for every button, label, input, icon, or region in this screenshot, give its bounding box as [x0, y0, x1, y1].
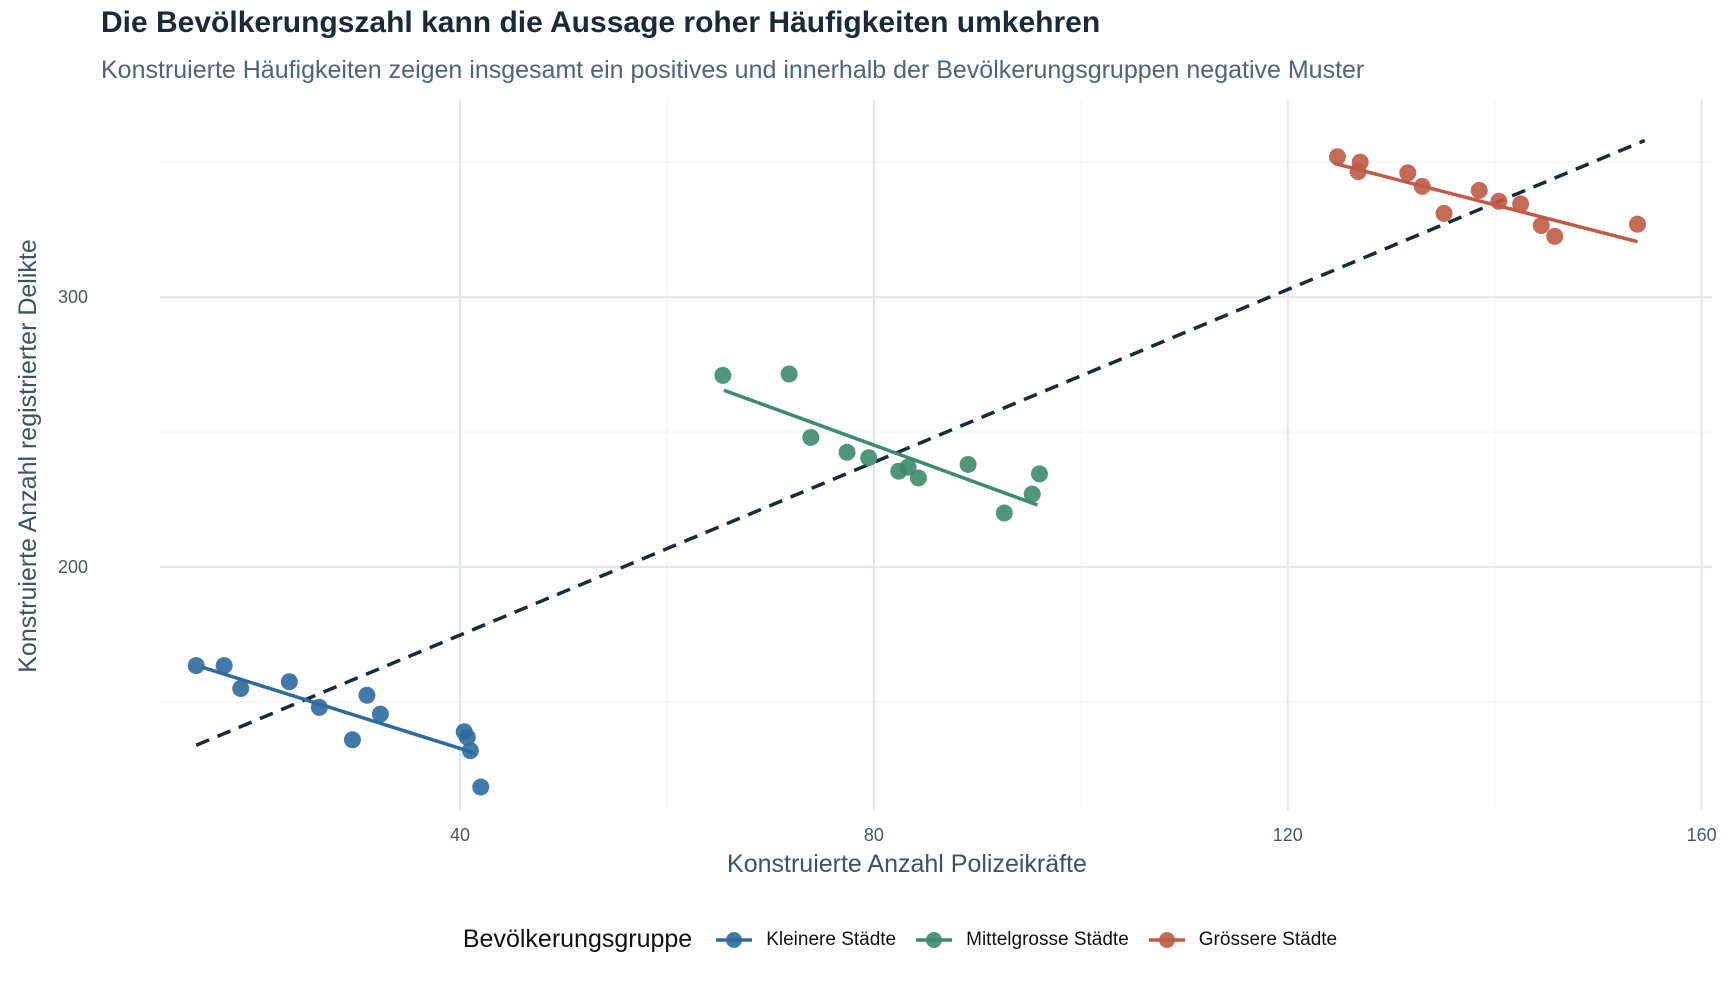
data-point	[343, 731, 361, 749]
legend-key-point	[1158, 931, 1175, 948]
data-point	[1023, 485, 1041, 503]
data-point	[1351, 153, 1369, 171]
data-point	[995, 504, 1013, 522]
data-point	[1546, 227, 1564, 245]
data-point	[472, 778, 490, 796]
x-tick-label: 160	[1687, 825, 1717, 845]
legend-title: Bevölkerungsgruppe	[462, 925, 693, 953]
data-point	[838, 443, 856, 461]
data-point	[232, 680, 250, 698]
legend-item-groessere-staedte: Grössere Städte	[1147, 928, 1337, 952]
series-0	[187, 657, 490, 796]
grid-lines	[160, 100, 1712, 810]
data-point	[1030, 465, 1048, 483]
legend-item-kleinere-staedte: Kleinere Städte	[714, 928, 896, 952]
data-point	[1435, 204, 1453, 222]
group-trend-line	[1333, 161, 1638, 244]
data-point	[1328, 148, 1346, 166]
series-1	[714, 365, 1048, 522]
legend-label: Kleinere Städte	[766, 928, 897, 950]
legend-key-kleinere-staedte	[716, 931, 753, 948]
legend: Bevölkerungsgruppe Kleinere Städte Mitte…	[0, 925, 1728, 954]
series-2	[1328, 148, 1647, 245]
y-tick-label: 200	[58, 557, 88, 577]
data-point	[458, 728, 476, 746]
legend-key-groessere-staedte	[1148, 931, 1185, 948]
data-point	[1629, 215, 1647, 233]
data-point	[215, 657, 233, 675]
data-point	[1532, 217, 1550, 235]
group-trend-line	[723, 388, 1038, 507]
group-trend-line	[200, 665, 477, 755]
tick-labels: 40 80 120 160 200 300	[58, 287, 1717, 845]
data-point	[780, 365, 798, 383]
data-point	[187, 657, 205, 675]
data-point	[1512, 195, 1530, 213]
data-point	[1470, 181, 1488, 199]
data-point	[358, 686, 376, 704]
legend-key-mittelgrosse-staedte	[916, 931, 953, 948]
data-point	[1399, 164, 1417, 182]
legend-key-point	[726, 931, 743, 948]
series-layer	[187, 148, 1647, 796]
legend-label: Mittelgrosse Städte	[966, 928, 1129, 950]
y-tick-label: 300	[58, 287, 88, 307]
y-axis-title: Konstruierte Anzahl registrierter Delikt…	[14, 239, 42, 673]
legend-key-point	[926, 931, 943, 948]
x-tick-label: 120	[1273, 825, 1303, 845]
chart-subtitle: Konstruierte Häufigkeiten zeigen insgesa…	[101, 56, 1365, 84]
data-point	[909, 469, 927, 487]
data-point	[280, 673, 298, 691]
x-tick-label: 80	[864, 825, 884, 845]
data-point	[802, 428, 820, 446]
data-point	[899, 458, 917, 476]
legend-label: Grössere Städte	[1198, 928, 1338, 950]
x-axis-title: Konstruierte Anzahl Polizeikräfte	[727, 850, 1087, 878]
overall-trend-layer	[195, 138, 1646, 747]
scatter-plot: 40 80 120 160 200 300 Konstruierte Anzahl Pol…	[14, 100, 1717, 878]
data-point	[959, 455, 977, 473]
x-tick-label: 40	[450, 825, 470, 845]
legend-item-mittelgrosse-staedte: Mittelgrosse Städte	[914, 928, 1129, 952]
chart-title: Die Bevölkerungszahl kann die Aussage ro…	[101, 6, 1101, 39]
data-point	[860, 449, 878, 467]
data-point	[714, 366, 732, 384]
data-point	[371, 705, 389, 723]
overall-trend-line	[195, 138, 1646, 747]
